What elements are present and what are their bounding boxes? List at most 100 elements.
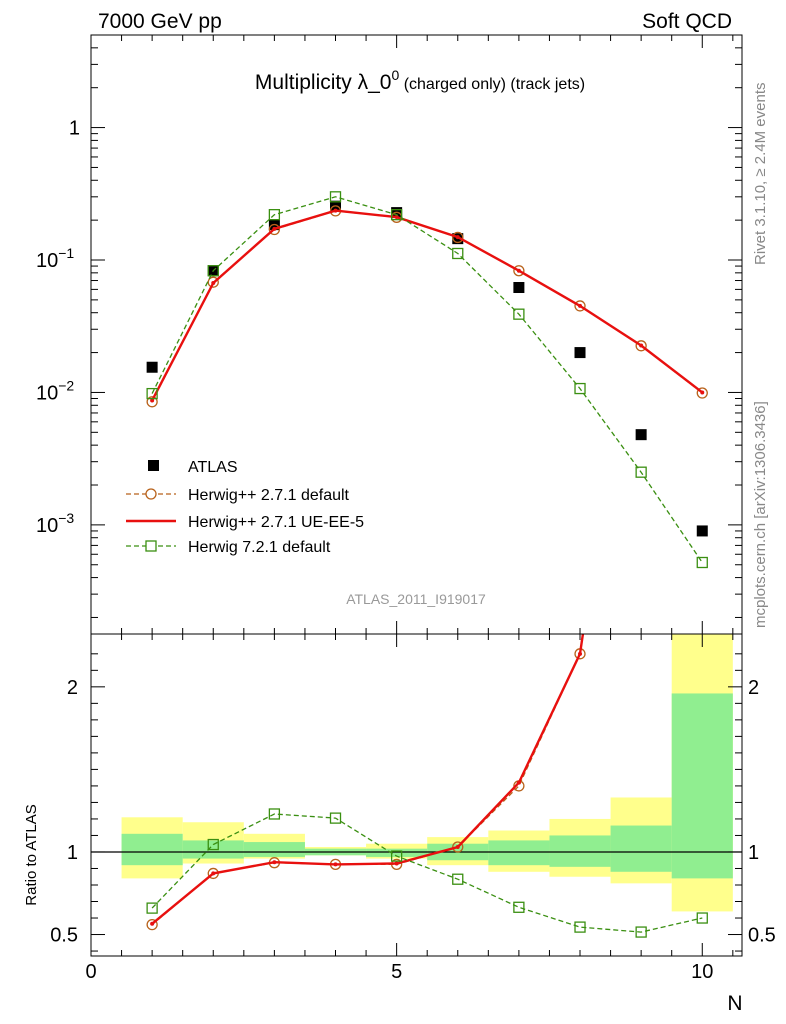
ratio-uncertainty-bands	[91, 634, 742, 912]
herwig7-marker	[696, 556, 708, 569]
legend-atlas-marker	[148, 460, 159, 471]
herwig7-marker	[207, 265, 219, 277]
title-main: Multiplicity λ_0	[255, 71, 392, 94]
ratio-band-inner	[671, 693, 733, 879]
legend-label: Herwig++ 2.7.1 UE-EE-5	[188, 514, 364, 531]
herwigpp-ueee5-marker	[272, 226, 277, 231]
herwigpp-ueee5-marker	[578, 303, 583, 308]
legend-label: Herwig 7.2.1 default	[188, 539, 331, 556]
ratio-band-inner	[549, 835, 611, 867]
ytick-exponent: −3	[58, 510, 74, 526]
dashed-circle-main-line	[151, 210, 703, 403]
main-series-layer	[146, 191, 708, 569]
ratio-square-marker	[513, 901, 525, 913]
herwig7-marker	[390, 209, 403, 221]
herwigpp-default-marker	[513, 265, 525, 277]
rivet-label: Rivet 3.1.10, ≥ 2.4M events	[752, 83, 769, 266]
ratio-ytick-label-right: 1	[748, 842, 759, 864]
herwigpp-ueee5-marker	[639, 343, 644, 348]
main-ytick-label: 10−3	[36, 510, 74, 537]
ratio-solid-marker	[272, 860, 277, 865]
atlas-data-point	[146, 361, 158, 373]
ratio-ylabel: Ratio to ATLAS	[23, 804, 40, 905]
ratio-ytick-label-left: 0.5	[50, 925, 78, 947]
herwig7-marker	[452, 247, 464, 260]
title-superscript: 0	[391, 67, 399, 83]
ratio-square-marker	[635, 926, 647, 938]
ytick-exponent: −1	[58, 245, 74, 261]
header-category: Soft QCD	[642, 10, 732, 33]
main-ytick-label: 10−1	[36, 245, 74, 272]
herwigpp-ueee5-marker	[333, 208, 338, 213]
ratio-circle-marker	[452, 841, 464, 853]
herwigpp-default-marker	[268, 223, 281, 236]
main-ytick-label: 1	[69, 118, 80, 140]
herwigpp-ueee5-marker	[150, 398, 155, 403]
ratio-solid-marker	[333, 862, 338, 867]
ratio-solid-marker	[578, 651, 583, 656]
ratio-square-marker	[268, 808, 281, 820]
solid-ratio-line	[151, 634, 585, 925]
ratio-band-inner	[121, 833, 183, 866]
herwig7-marker	[146, 387, 158, 400]
ratio-ytick-label-left: 2	[67, 677, 78, 699]
ytick-base: 10	[36, 250, 58, 272]
ratio-circle-marker	[146, 918, 158, 931]
header-energy: 7000 GeV pp	[98, 10, 222, 33]
ratio-ytick-label-left: 1	[67, 842, 78, 864]
atlas-data-point	[574, 347, 586, 359]
dashed-square-ratio-line	[151, 813, 703, 933]
analysis-watermark: ATLAS_2011_I919017	[346, 591, 486, 607]
ytick-base: 10	[36, 515, 58, 537]
title-subtitle: (charged only) (track jets)	[399, 76, 585, 93]
ratio-square-marker	[390, 850, 403, 862]
legend-square-marker	[145, 540, 157, 552]
herwigpp-ueee5-marker	[455, 235, 460, 240]
herwigpp-ueee5-marker	[700, 390, 705, 395]
herwigpp-default-marker	[635, 340, 647, 352]
ratio-band-inner	[243, 842, 305, 857]
ratio-solid-marker	[211, 871, 216, 876]
legend-label: ATLAS	[188, 459, 238, 476]
herwig7-marker	[513, 308, 525, 320]
ratio-solid-marker	[394, 861, 399, 866]
x-tick-label: 0	[85, 961, 96, 983]
herwig7-marker	[329, 191, 342, 203]
ratio-frame	[90, 633, 743, 957]
plot-title: Multiplicity λ_00 (charged only) (track …	[255, 67, 585, 94]
herwigpp-ueee5-marker	[516, 268, 521, 273]
ratio-series-layer	[146, 634, 708, 938]
herwig7-marker	[635, 466, 647, 478]
ratio-solid-marker	[516, 780, 521, 785]
herwigpp-ueee5-marker	[394, 215, 399, 220]
ratio-solid-marker	[150, 921, 155, 926]
mcplots-label: mcplots.cern.ch [arXiv:1306.3436]	[752, 401, 769, 628]
ratio-band-inner	[610, 825, 672, 872]
ratio-square-marker	[696, 912, 708, 924]
ratio-square-marker	[452, 873, 464, 885]
herwigpp-default-marker	[696, 387, 708, 399]
ratio-band-inner	[366, 848, 428, 857]
main-ytick-label: 10−2	[36, 377, 74, 404]
ratio-square-marker	[574, 921, 586, 933]
herwigpp-default-marker	[574, 300, 586, 312]
main-axes: 110−110−210−3	[36, 34, 743, 635]
ratio-band-inner	[488, 840, 550, 866]
herwigpp-default-marker	[146, 396, 158, 408]
atlas-data-point	[513, 282, 525, 294]
ratio-square-marker	[329, 812, 342, 824]
solid-main-line	[151, 209, 704, 402]
ytick-base: 10	[36, 382, 58, 404]
ratio-solid-marker	[455, 845, 460, 850]
dashed-square-main-line	[151, 196, 703, 563]
ratio-ytick-label-right: 2	[748, 677, 759, 699]
ratio-square-marker	[146, 902, 158, 914]
legend-label: Herwig++ 2.7.1 default	[188, 487, 350, 504]
herwigpp-ueee5-marker	[211, 281, 216, 286]
atlas-data-point	[696, 525, 708, 537]
x-axis-label: N	[727, 992, 742, 1015]
ratio-square-marker	[207, 838, 219, 851]
atlas-data-point	[635, 429, 647, 441]
x-tick-label: 5	[391, 961, 402, 983]
